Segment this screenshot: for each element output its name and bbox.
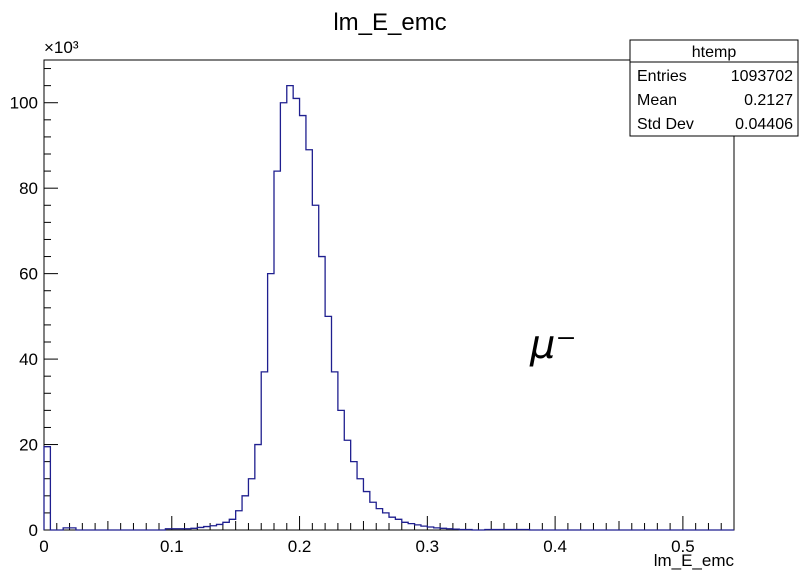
histogram-bin	[370, 502, 376, 530]
histogram-bin	[217, 524, 223, 530]
stats-stddev-value: 0.04406	[735, 116, 793, 133]
stats-mean-value: 0.2127	[744, 92, 793, 109]
histogram-bin	[363, 492, 369, 530]
y-axis: 0 20 40 60 80 100	[10, 68, 58, 540]
histogram-bin	[248, 479, 254, 530]
histogram-bin	[223, 522, 229, 530]
stats-entries-value: 1093702	[731, 68, 793, 85]
histogram-bin	[293, 98, 299, 530]
y-multiplier-label: ×10³	[44, 38, 79, 57]
stats-mean-label: Mean	[637, 92, 677, 109]
x-axis: 0 0.1 0.2 0.3 0.4 0.5	[39, 516, 735, 556]
histogram-bin	[268, 274, 274, 530]
stats-stddev-label: Std Dev	[637, 116, 694, 133]
histogram-bin	[300, 116, 306, 530]
x-tick-label: 0.2	[288, 537, 312, 556]
x-tick-label: 0.1	[160, 537, 184, 556]
histogram-bin	[242, 496, 248, 530]
x-tick-label: 0.5	[671, 537, 695, 556]
histogram-bin	[306, 150, 312, 530]
stats-box-frame	[629, 39, 799, 137]
histogram-bin	[44, 447, 50, 530]
x-tick-label: 0	[39, 537, 48, 556]
y-tick-label: 0	[29, 521, 38, 540]
y-tick-label: 60	[19, 265, 38, 284]
histogram-bin	[338, 410, 344, 530]
histogram-bin	[351, 462, 357, 530]
histogram-bars	[44, 86, 530, 530]
histogram-bin	[402, 522, 408, 530]
histogram-line	[43, 84, 734, 531]
histogram-bin	[319, 257, 325, 530]
histogram-bin	[312, 205, 318, 530]
y-tick-label: 20	[19, 436, 38, 455]
y-tick-label: 100	[10, 94, 38, 113]
stats-entries-label: Entries	[637, 68, 687, 85]
histogram-bin	[344, 440, 350, 530]
histogram-bin	[376, 509, 382, 530]
histogram-bin	[357, 479, 363, 530]
x-tick-label: 0.3	[416, 537, 440, 556]
x-axis-label: lm_E_emc	[654, 551, 735, 570]
histogram-bin	[408, 524, 414, 530]
histogram-bin	[261, 372, 267, 530]
stats-box: htemp Entries 1093702 Mean 0.2127 Std De…	[629, 39, 799, 137]
histogram-bin	[383, 513, 389, 530]
histogram-bin	[236, 511, 242, 530]
histogram-bin	[274, 171, 280, 530]
y-tick-label: 40	[19, 350, 38, 369]
histogram-bin	[395, 519, 401, 530]
histogram-bin	[325, 316, 331, 530]
histogram-bin	[415, 525, 421, 530]
histogram-bin	[332, 372, 338, 530]
x-tick-label: 0.4	[543, 537, 567, 556]
histogram-bin	[255, 445, 261, 530]
y-tick-label: 80	[19, 179, 38, 198]
histogram-bin	[280, 103, 286, 530]
mu-minus-annotation: μ⁻	[529, 322, 577, 368]
histogram-bin	[389, 517, 395, 530]
chart-title: lm_E_emc	[333, 9, 446, 36]
stats-box-title: htemp	[692, 44, 737, 61]
histogram-bin	[229, 519, 235, 530]
histogram-bin	[287, 86, 293, 530]
